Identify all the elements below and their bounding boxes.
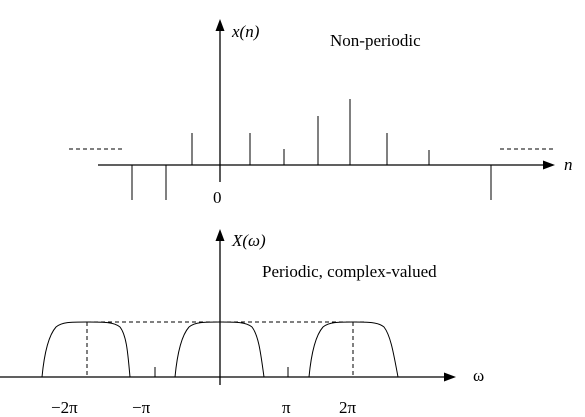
n-axis-arrowhead — [543, 160, 555, 170]
sample-stems — [131, 99, 492, 200]
non-periodic-note: Non-periodic — [330, 31, 421, 50]
xn-axis-label: x(n) — [231, 22, 260, 41]
tick-label-neg-pi: −π — [132, 398, 151, 417]
spectrum-lobe-zero — [174, 321, 265, 378]
periodic-note: Periodic, complex-valued — [262, 262, 437, 281]
tick-label-two-pi: 2π — [339, 398, 357, 417]
bottom-plot: X(ω) ω Periodic, complex-valued −2π −π π… — [0, 229, 484, 417]
spectrum-lobe-two-pi — [308, 321, 399, 378]
spectrum-lobes — [41, 321, 399, 378]
omega-axis-arrowhead — [444, 372, 456, 382]
xn-axis-arrowhead — [215, 19, 225, 31]
top-plot: x(n) n 0 Non-periodic — [69, 19, 573, 207]
X-omega-axis-label: X(ω) — [231, 231, 266, 250]
X-omega-axis-arrowhead — [215, 229, 225, 241]
n-axis-label: n — [564, 155, 573, 174]
origin-label: 0 — [213, 188, 222, 207]
tick-label-neg-two-pi: −2π — [51, 398, 78, 417]
tick-label-pi: π — [282, 398, 291, 417]
omega-axis-label: ω — [473, 366, 484, 385]
spectrum-lobe-neg-two-pi — [41, 321, 131, 378]
